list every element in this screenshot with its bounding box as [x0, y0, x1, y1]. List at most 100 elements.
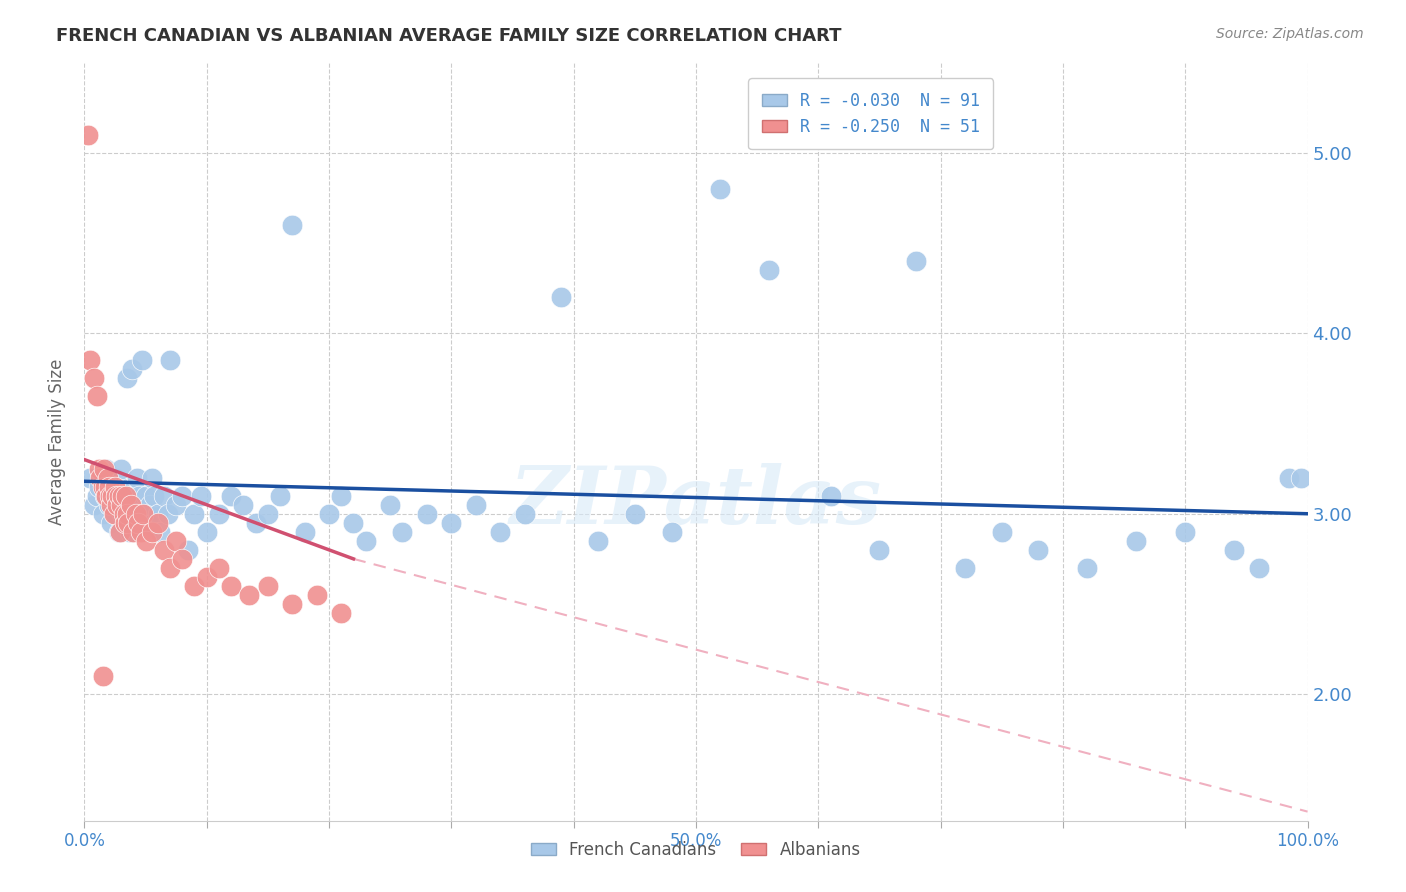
Point — [96, 461, 118, 475]
Point — [87, 480, 110, 494]
Point — [83, 371, 105, 385]
Y-axis label: Average Family Size: Average Family Size — [48, 359, 66, 524]
Point — [758, 263, 780, 277]
Point — [153, 489, 176, 503]
Point — [86, 389, 108, 403]
Point — [586, 533, 609, 548]
Point — [93, 461, 115, 475]
Point — [143, 489, 166, 503]
Point — [97, 470, 120, 484]
Point — [105, 498, 128, 512]
Point — [104, 507, 127, 521]
Point — [114, 516, 136, 530]
Point — [141, 524, 163, 539]
Point — [190, 489, 212, 503]
Point — [117, 489, 139, 503]
Point — [153, 542, 176, 557]
Point — [118, 524, 141, 539]
Point — [489, 524, 512, 539]
Point — [97, 480, 120, 494]
Point — [281, 597, 304, 611]
Point — [513, 507, 536, 521]
Point — [124, 489, 146, 503]
Point — [115, 498, 138, 512]
Point — [391, 524, 413, 539]
Point — [318, 507, 340, 521]
Point — [96, 489, 118, 503]
Point — [91, 669, 114, 683]
Legend: French Canadians, Albanians: French Canadians, Albanians — [524, 834, 868, 865]
Point — [110, 498, 132, 512]
Point — [111, 507, 134, 521]
Point — [245, 516, 267, 530]
Point — [709, 182, 731, 196]
Point — [104, 480, 127, 494]
Point — [91, 470, 114, 484]
Point — [1076, 561, 1098, 575]
Point — [122, 498, 145, 512]
Point — [94, 480, 117, 494]
Point — [165, 533, 187, 548]
Point — [125, 507, 148, 521]
Point — [79, 470, 101, 484]
Point — [101, 489, 124, 503]
Point — [146, 507, 169, 521]
Point — [294, 524, 316, 539]
Point — [94, 489, 117, 503]
Point — [132, 507, 155, 521]
Point — [269, 489, 291, 503]
Point — [342, 516, 364, 530]
Point — [905, 254, 928, 268]
Point — [141, 470, 163, 484]
Point — [464, 498, 486, 512]
Point — [208, 561, 231, 575]
Point — [1174, 524, 1197, 539]
Point — [77, 128, 100, 142]
Point — [183, 579, 205, 593]
Point — [380, 498, 402, 512]
Point — [101, 489, 124, 503]
Point — [257, 579, 280, 593]
Point — [127, 498, 149, 512]
Point — [1278, 470, 1301, 484]
Point — [83, 498, 105, 512]
Point — [991, 524, 1014, 539]
Point — [195, 570, 218, 584]
Point — [110, 489, 132, 503]
Point — [416, 507, 439, 521]
Point — [1223, 542, 1246, 557]
Point — [91, 507, 114, 521]
Point — [1125, 533, 1147, 548]
Point — [121, 362, 143, 376]
Point — [172, 489, 194, 503]
Point — [953, 561, 976, 575]
Point — [305, 588, 328, 602]
Point — [550, 290, 572, 304]
Point — [108, 524, 131, 539]
Point — [1247, 561, 1270, 575]
Point — [281, 218, 304, 232]
Point — [1291, 470, 1313, 484]
Point — [104, 470, 127, 484]
Point — [172, 552, 194, 566]
Point — [107, 524, 129, 539]
Point — [661, 524, 683, 539]
Point — [869, 542, 891, 557]
Point — [177, 542, 200, 557]
Point — [117, 516, 139, 530]
Point — [115, 507, 138, 521]
Point — [219, 579, 242, 593]
Point — [440, 516, 463, 530]
Point — [79, 353, 101, 368]
Point — [112, 507, 135, 521]
Point — [131, 353, 153, 368]
Point — [91, 480, 114, 494]
Point — [103, 507, 125, 521]
Point — [219, 489, 242, 503]
Point — [257, 507, 280, 521]
Point — [122, 524, 145, 539]
Point — [107, 489, 129, 503]
Point — [98, 489, 121, 503]
Point — [156, 507, 179, 521]
Point — [115, 489, 138, 503]
